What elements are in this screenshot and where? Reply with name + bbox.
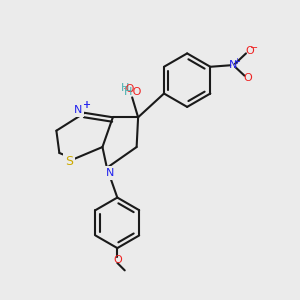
Text: N: N bbox=[74, 105, 82, 115]
Text: +: + bbox=[233, 57, 240, 66]
Text: N: N bbox=[106, 168, 114, 178]
Text: O: O bbox=[245, 46, 254, 56]
Text: H: H bbox=[121, 83, 129, 94]
Text: ·O: ·O bbox=[130, 87, 142, 97]
Text: O: O bbox=[113, 255, 122, 265]
Text: N: N bbox=[106, 168, 114, 178]
Text: N: N bbox=[228, 60, 237, 70]
Text: ·O: ·O bbox=[123, 84, 135, 94]
Text: +: + bbox=[82, 100, 90, 110]
Text: N: N bbox=[74, 105, 82, 115]
Text: S: S bbox=[65, 155, 73, 168]
Text: S: S bbox=[65, 155, 73, 168]
Text: −: − bbox=[250, 43, 258, 53]
Text: +: + bbox=[82, 100, 90, 110]
Text: O: O bbox=[244, 73, 252, 83]
Text: H: H bbox=[124, 87, 132, 97]
